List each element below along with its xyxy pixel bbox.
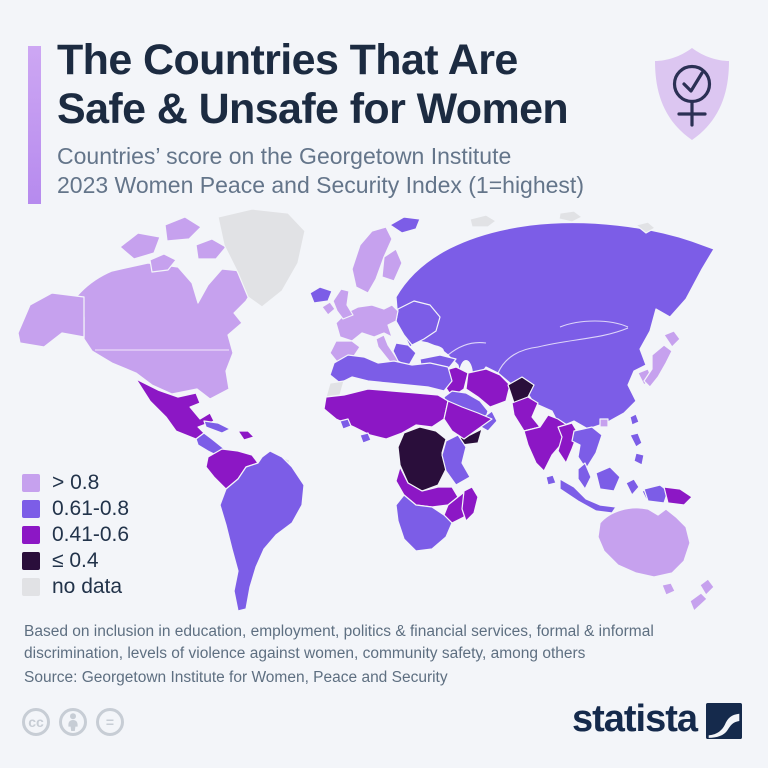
region-finland	[381, 248, 403, 282]
cc-attribution-icon[interactable]	[59, 708, 87, 736]
subtitle-line-2: 2023 Women Peace and Security Index (1=h…	[57, 172, 584, 198]
cc-license-icon[interactable]: cc	[22, 708, 50, 736]
region-horn-of-africa	[443, 400, 493, 440]
region-malay-peninsula	[577, 462, 592, 490]
region-iceland	[309, 286, 333, 304]
statista-wordmark: statista	[571, 698, 698, 740]
region-scandinavia	[351, 226, 393, 294]
region-new-zealand	[689, 578, 715, 612]
women-safety-shield-icon	[648, 44, 736, 151]
region-uk	[332, 288, 354, 320]
region-sri-lanka	[545, 474, 557, 486]
legend-item-041-06: 0.41-0.6	[22, 523, 130, 546]
cc-nd-icon[interactable]: =	[96, 708, 124, 736]
world-choropleth-map	[0, 207, 768, 625]
legend-swatch	[22, 474, 40, 492]
methodology-note: Based on inclusion in education, employm…	[24, 621, 736, 664]
note-line-1: Based on inclusion in education, employm…	[24, 623, 654, 640]
title-line-2: Safe & Unsafe for Women	[57, 85, 569, 133]
title-accent-bar	[28, 46, 41, 204]
region-borneo	[595, 466, 621, 492]
region-papua-new-guinea	[663, 486, 693, 506]
region-philippines	[629, 432, 645, 466]
region-west-african-coast	[339, 418, 372, 444]
legend-item-le-04: ≤ 0.4	[22, 549, 129, 572]
region-iran	[465, 368, 511, 408]
region-sumatra-java	[559, 478, 617, 514]
region-greenland	[217, 208, 306, 308]
region-western-sahara	[325, 380, 345, 398]
region-pakistan	[511, 396, 541, 432]
region-hispaniola	[237, 430, 255, 441]
legend-label: 0.41-0.6	[52, 523, 130, 546]
legend-swatch	[22, 578, 40, 596]
region-canadian-arctic	[119, 216, 227, 273]
legend-item-gt-08: > 0.8	[22, 471, 129, 494]
legend-swatch	[22, 526, 40, 544]
legend-label: > 0.8	[52, 471, 100, 494]
region-hong-kong	[599, 418, 609, 428]
subtitle: Countries’ score on the Georgetown Insti…	[57, 142, 697, 200]
title-line-1: The Countries That Are	[57, 36, 518, 84]
legend-label: 0.61-0.8	[52, 497, 130, 520]
legend-label: ≤ 0.4	[52, 549, 99, 572]
region-afghanistan	[507, 376, 535, 404]
region-car-drc	[397, 426, 447, 492]
region-taiwan	[629, 413, 640, 426]
map-legend: > 0.8 0.61-0.8 0.41-0.6 ≤ 0.4 no data	[22, 471, 130, 604]
country-border-lines	[95, 320, 629, 374]
subtitle-line-1: Countries’ score on the Georgetown Insti…	[57, 143, 512, 169]
region-alaska	[17, 292, 85, 348]
region-tasmania	[661, 582, 676, 596]
region-north-africa	[329, 354, 453, 392]
region-indochina	[571, 426, 603, 470]
legend-swatch	[22, 552, 40, 570]
region-arctic-islands	[469, 210, 656, 234]
region-south-america	[219, 450, 305, 612]
statista-logo[interactable]: statista	[572, 700, 742, 742]
region-svalbard	[389, 216, 421, 234]
region-kenya-tanzania	[441, 434, 471, 486]
note-line-2: discrimination, levels of violence again…	[24, 644, 586, 662]
region-europe-east	[395, 300, 441, 346]
region-japan	[643, 330, 681, 388]
page-title: The Countries That Are Safe & Unsafe for…	[57, 36, 657, 134]
region-mexico	[135, 378, 215, 440]
region-cuba	[203, 420, 231, 434]
statista-logo-mark	[706, 703, 742, 739]
license-badges: cc =	[22, 708, 124, 736]
region-australia	[597, 507, 691, 578]
region-madagascar	[461, 486, 479, 522]
region-north-america	[61, 262, 257, 400]
legend-swatch	[22, 500, 40, 518]
source-line: Source: Georgetown Institute for Women, …	[24, 669, 448, 686]
region-ireland	[321, 301, 336, 316]
legend-item-no-data: no data	[22, 575, 129, 598]
region-southern-africa	[395, 494, 453, 552]
legend-item-061-08: 0.61-0.8	[22, 497, 130, 520]
legend-label: no data	[52, 575, 123, 598]
